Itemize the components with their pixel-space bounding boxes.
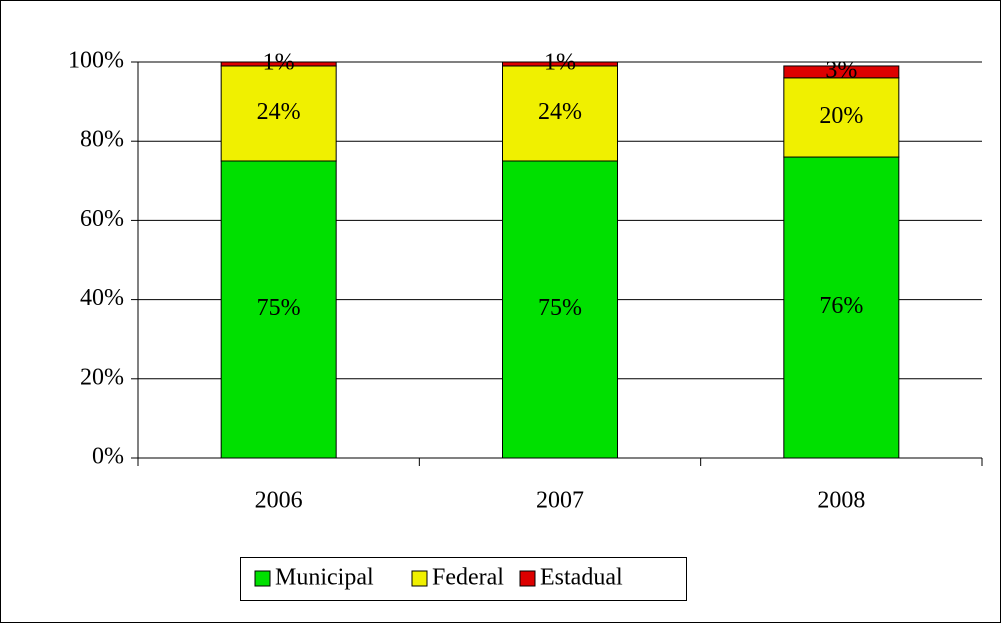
data-label: 20% <box>819 103 863 129</box>
bar-segment <box>220 61 337 67</box>
bar-segment <box>502 61 618 67</box>
data-label: 1% <box>263 49 295 75</box>
y-tick-label: 40% <box>80 285 124 311</box>
data-label: 75% <box>538 295 582 321</box>
bar-segment <box>783 77 900 158</box>
y-tick-label: 100% <box>68 48 124 74</box>
bar-segment <box>502 160 618 459</box>
bar-segment <box>502 65 618 162</box>
x-tick-label: 2007 <box>536 488 584 514</box>
data-label: 24% <box>257 99 301 125</box>
bar-segment <box>783 65 900 79</box>
y-tick-label: 80% <box>80 127 124 153</box>
data-label: 1% <box>544 49 576 75</box>
x-tick-label: 2008 <box>817 488 865 514</box>
legend-box <box>240 557 687 601</box>
data-label: 76% <box>819 293 863 319</box>
bar-segment <box>220 160 337 459</box>
y-tick-label: 20% <box>80 364 124 390</box>
legend-swatch <box>411 570 428 587</box>
data-label: 24% <box>538 99 582 125</box>
legend-label: Municipal <box>275 565 374 591</box>
legend-label: Estadual <box>540 565 623 591</box>
data-label: 75% <box>257 295 301 321</box>
x-tick-label: 2006 <box>255 488 303 514</box>
y-tick-label: 0% <box>92 444 124 470</box>
legend-label: Federal <box>432 565 504 591</box>
y-tick-label: 60% <box>80 206 124 232</box>
legend-swatch <box>519 570 536 587</box>
data-label: 3% <box>825 57 857 83</box>
legend-swatch <box>254 570 271 587</box>
